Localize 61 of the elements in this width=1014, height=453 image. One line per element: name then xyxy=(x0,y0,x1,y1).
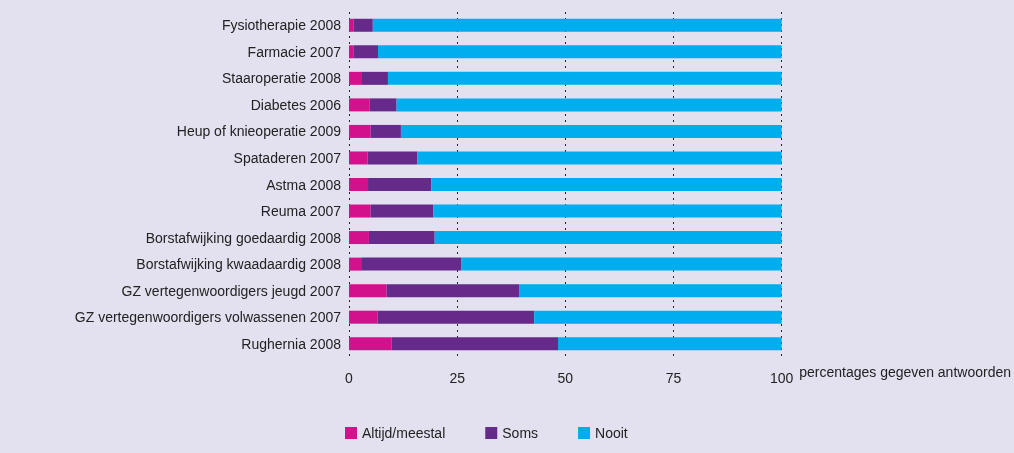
bar xyxy=(349,98,370,112)
legend-label: Altijd/meestal xyxy=(362,425,446,441)
y-tick-label: Staaroperatie 2008 xyxy=(221,70,342,87)
x-axis-title: percentages gegeven antwoorden xyxy=(799,364,1011,380)
bar xyxy=(349,151,368,165)
bar xyxy=(434,231,782,245)
bar xyxy=(372,18,782,32)
bar xyxy=(349,71,362,85)
x-tick-label: 25 xyxy=(449,370,466,386)
legend-label: Soms xyxy=(502,425,539,441)
bar xyxy=(353,18,373,32)
y-tick-label: Diabetes 2006 xyxy=(250,96,342,113)
y-tick-label: Fysiotherapie 2008 xyxy=(221,17,342,34)
bar xyxy=(368,231,435,245)
bar xyxy=(349,231,369,245)
y-tick-label: Reuma 2007 xyxy=(260,203,342,220)
bar xyxy=(387,71,782,85)
y-tick-label: GZ vertegenwoordigers jeugd 2007 xyxy=(121,282,342,299)
y-tick-label: Rughernia 2008 xyxy=(241,335,342,352)
bar xyxy=(534,310,782,324)
y-tick-label: Spataderen 2007 xyxy=(233,149,342,166)
bar xyxy=(353,45,378,59)
bar xyxy=(369,98,397,112)
x-tick-label: 75 xyxy=(665,370,682,386)
x-tick-label: 0 xyxy=(345,370,354,386)
bar xyxy=(370,204,434,218)
y-tick-label: Heup of knieoperatie 2009 xyxy=(176,123,342,140)
bar xyxy=(349,45,354,59)
bar xyxy=(349,284,387,298)
bar xyxy=(367,151,418,165)
bar xyxy=(417,151,782,165)
bar xyxy=(433,204,782,218)
bar xyxy=(400,124,782,138)
bar xyxy=(377,310,535,324)
x-tick-label: 100 xyxy=(770,370,794,386)
bar xyxy=(349,257,362,271)
bar xyxy=(368,178,432,191)
y-tick-label: Astma 2008 xyxy=(266,176,342,193)
x-tick-label: 50 xyxy=(557,370,574,386)
bar xyxy=(361,257,462,271)
bar xyxy=(349,178,369,191)
bar xyxy=(361,71,388,85)
y-tick-label: Borstafwijking kwaadaardig 2008 xyxy=(136,256,342,273)
legend-label: Nooit xyxy=(595,425,628,441)
bar xyxy=(349,204,371,218)
y-tick-label: Borstafwijking goedaardig 2008 xyxy=(145,229,342,246)
y-tick-label: GZ vertegenwoordigers volwassenen 2007 xyxy=(74,309,342,326)
bar xyxy=(431,178,782,191)
bar xyxy=(370,124,401,138)
bar xyxy=(349,124,371,138)
bar xyxy=(461,257,782,271)
bar xyxy=(377,45,782,59)
bar xyxy=(391,337,558,351)
y-tick-label: Farmacie 2007 xyxy=(247,43,342,60)
bar xyxy=(386,284,520,298)
bar xyxy=(349,18,354,32)
bar xyxy=(558,337,782,351)
bar xyxy=(519,284,782,298)
bar xyxy=(349,310,378,324)
bar xyxy=(349,337,392,351)
bar xyxy=(396,98,782,112)
